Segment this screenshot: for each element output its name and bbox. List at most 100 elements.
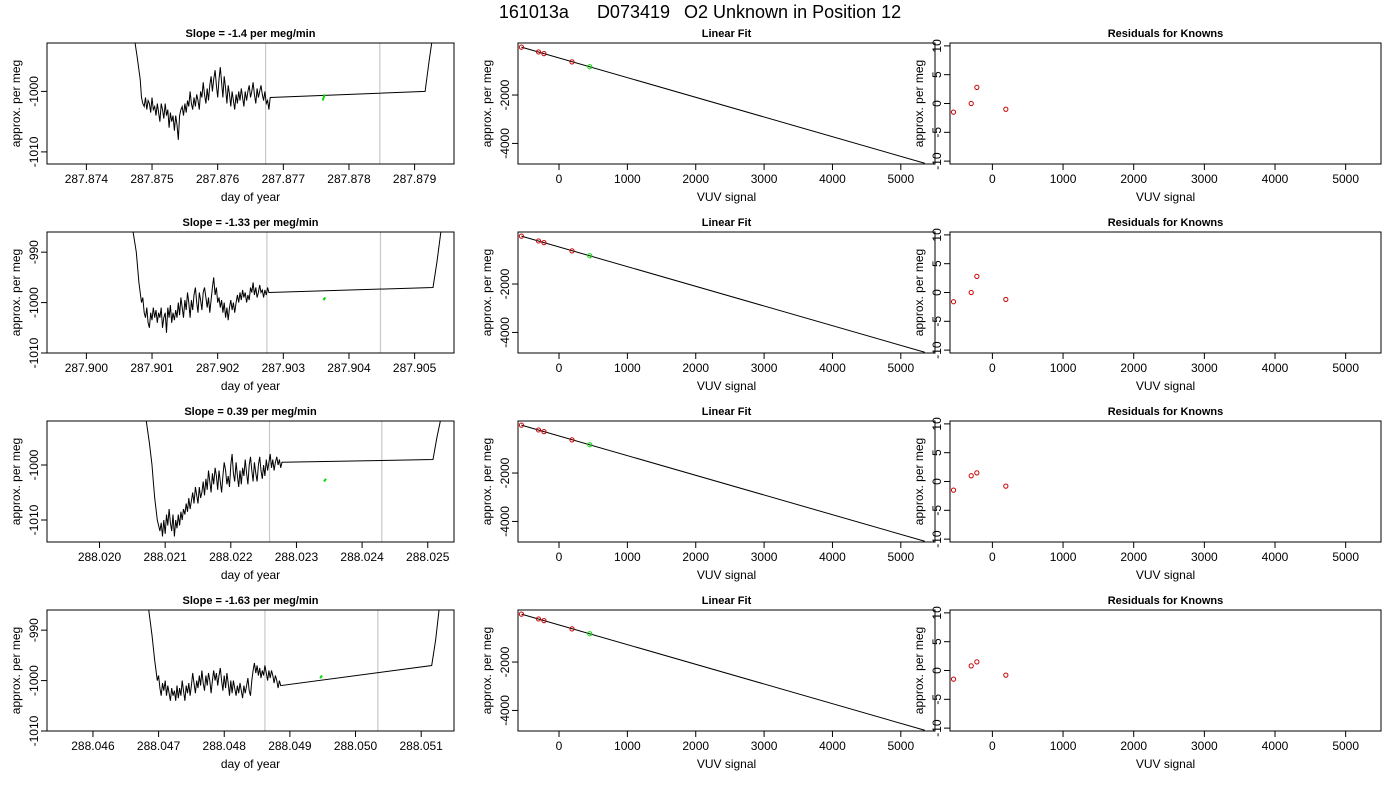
x-tick-label: 5000 xyxy=(887,550,914,564)
x-tick-label: 1000 xyxy=(614,361,641,375)
x-tick-label: 288.022 xyxy=(209,550,253,564)
x-tick-label: 287.878 xyxy=(327,172,371,186)
plot-frame xyxy=(949,231,1382,354)
x-tick-label: 4000 xyxy=(1262,172,1289,186)
x-tick-label: 1000 xyxy=(614,739,641,753)
y-axis-label: approx. per meg xyxy=(9,249,23,336)
panel-title: Slope = -1.33 per meg/min xyxy=(182,217,318,229)
x-tick-label: 0 xyxy=(989,739,996,753)
x-tick-label: 287.877 xyxy=(262,172,306,186)
y-tick-label: -10 xyxy=(930,152,944,170)
x-tick-label: 2000 xyxy=(682,739,709,753)
known-standard-point xyxy=(535,238,542,244)
y-axis-label: approx. per meg xyxy=(480,249,494,336)
y-tick-label: 0 xyxy=(930,100,944,107)
figure-title: 161013a D073419 O2 Unknown in Position 12 xyxy=(499,2,901,22)
x-axis-label: VUV signal xyxy=(697,568,756,582)
signal-series-line xyxy=(148,610,440,701)
unknown-sample-point xyxy=(587,253,593,259)
y-tick-label: -5 xyxy=(930,316,944,327)
plot-frame xyxy=(46,42,455,165)
known-standard-point xyxy=(541,240,547,246)
x-tick-label: 5000 xyxy=(887,172,914,186)
panel-grid: Slope = -1.4 per meg/min 287.874 287.875 28… xyxy=(9,28,1382,771)
plot-area xyxy=(950,84,1009,115)
panel-r2-timeseries: Slope = -1.33 per meg/min 287.900 287.901 2… xyxy=(9,217,455,393)
y-tick-label: -2000 xyxy=(498,457,512,488)
unknown-mean-marker xyxy=(323,478,327,483)
panel-title: Slope = -1.4 per meg/min xyxy=(186,28,316,40)
x-tick-label: 287.879 xyxy=(393,172,437,186)
signal-series-line xyxy=(132,232,442,333)
y-tick-label: 0 xyxy=(930,478,944,485)
y-tick-label: -4000 xyxy=(498,128,512,159)
known-standard-point xyxy=(569,626,575,632)
y-tick-label: -1010 xyxy=(27,136,41,167)
y-tick-label: -4000 xyxy=(498,317,512,348)
x-tick-label: 0 xyxy=(556,361,563,375)
x-tick-label: 1000 xyxy=(614,550,641,564)
x-tick-label: 0 xyxy=(556,172,563,186)
y-tick-label: 10 xyxy=(930,606,944,620)
x-tick-label: 4000 xyxy=(819,739,846,753)
y-tick-label: -10 xyxy=(930,341,944,359)
x-tick-label: 0 xyxy=(556,739,563,753)
x-tick-label: 2000 xyxy=(682,361,709,375)
x-tick-label: 0 xyxy=(989,550,996,564)
x-tick-label: 4000 xyxy=(819,550,846,564)
x-tick-label: 288.020 xyxy=(78,550,122,564)
x-tick-label: 5000 xyxy=(887,739,914,753)
y-tick-label: -5 xyxy=(930,505,944,516)
x-axis-label: day of year xyxy=(221,379,280,393)
panel-title: Residuals for Knowns xyxy=(1108,28,1224,40)
y-axis-label: approx. per meg xyxy=(912,438,926,525)
y-axis-label: approx. per meg xyxy=(912,249,926,336)
x-tick-label: 4000 xyxy=(819,172,846,186)
plot-area xyxy=(148,610,440,731)
plot-frame xyxy=(949,42,1382,165)
panel-r4-linear-fit: Linear Fit 0 1000 2000 3000 4000 5000 -4000 -200… xyxy=(480,595,936,771)
x-tick-label: 5000 xyxy=(1332,172,1359,186)
known-standard-point xyxy=(968,100,974,107)
x-tick-label: 288.046 xyxy=(71,739,115,753)
y-axis-label: approx. per meg xyxy=(9,627,23,714)
x-tick-label: 4000 xyxy=(819,361,846,375)
x-tick-label: 1000 xyxy=(1050,172,1077,186)
x-tick-label: 0 xyxy=(989,361,996,375)
panel-r3-residuals: Residuals for Knowns 0 1000 2000 3000 4000 500… xyxy=(912,406,1382,582)
fit-line xyxy=(521,613,925,731)
x-tick-label: 3000 xyxy=(751,361,778,375)
signal-series-line xyxy=(145,421,441,537)
x-tick-label: 5000 xyxy=(1332,550,1359,564)
x-tick-label: 288.048 xyxy=(203,739,247,753)
unknown-mean-marker xyxy=(322,296,327,301)
plot-area xyxy=(145,421,441,542)
x-tick-label: 2000 xyxy=(1120,172,1147,186)
tank-id: D073419 xyxy=(597,2,670,22)
x-tick-label: 3000 xyxy=(1191,739,1218,753)
x-tick-label: 287.876 xyxy=(196,172,240,186)
x-axis-label: VUV signal xyxy=(1136,379,1195,393)
x-tick-label: 3000 xyxy=(751,550,778,564)
known-standard-point xyxy=(541,429,547,435)
unknown-sample-point xyxy=(587,64,593,70)
x-tick-label: 3000 xyxy=(1191,172,1218,186)
known-standard-point xyxy=(950,299,957,305)
panel-title: Residuals for Knowns xyxy=(1108,217,1224,229)
panel-r1-residuals: Residuals for Knowns 0 1000 2000 3000 4000 500… xyxy=(912,28,1382,204)
panel-title: Linear Fit xyxy=(702,28,752,40)
y-tick-label: -1010 xyxy=(27,715,41,746)
panel-r3-timeseries: Slope = 0.39 per meg/min 288.020 288.021 28… xyxy=(9,406,455,582)
known-standard-point xyxy=(569,437,575,443)
panel-r4-timeseries: Slope = -1.63 per meg/min 288.046 288.047 2… xyxy=(9,595,455,771)
run-id: 161013a xyxy=(499,2,570,22)
y-tick-label: -1000 xyxy=(27,76,41,107)
known-standard-point xyxy=(974,470,980,476)
x-tick-label: 287.903 xyxy=(262,361,306,375)
x-tick-label: 287.900 xyxy=(65,361,109,375)
x-tick-label: 5000 xyxy=(1332,739,1359,753)
x-tick-label: 5000 xyxy=(887,361,914,375)
plot-area xyxy=(518,611,925,731)
x-tick-label: 1000 xyxy=(1050,550,1077,564)
